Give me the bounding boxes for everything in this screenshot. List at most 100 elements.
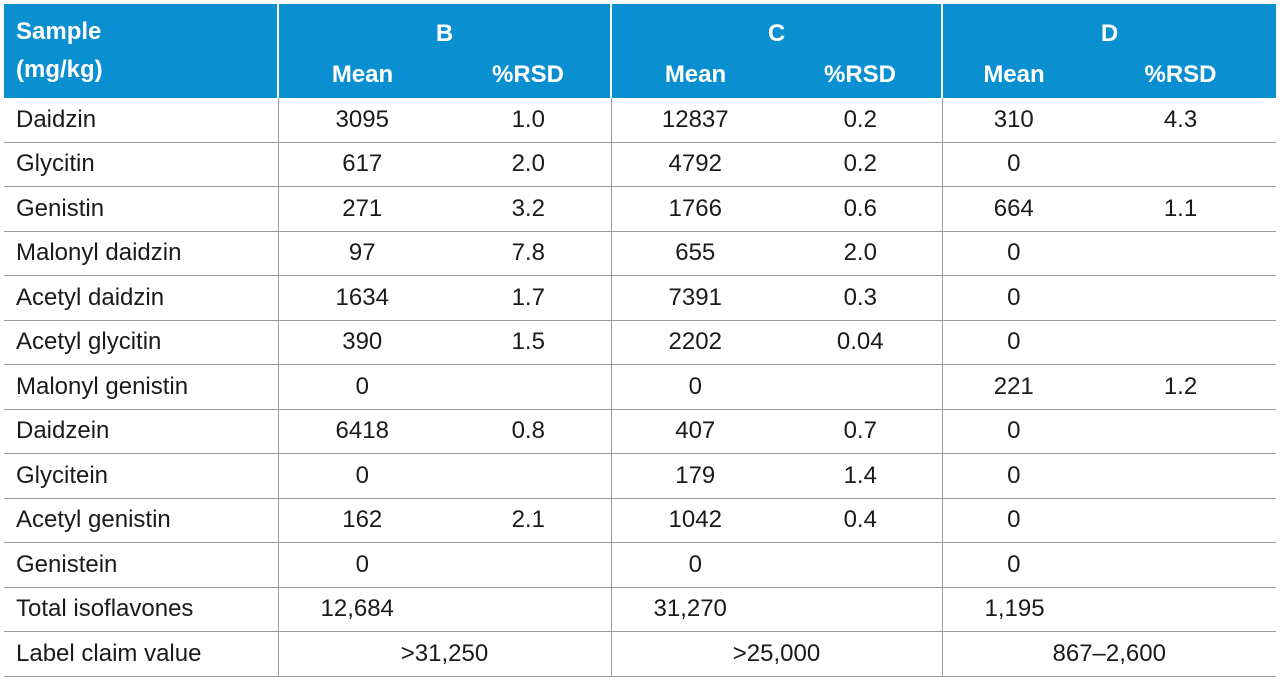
cell-d-rsd: 4.3 [1085,98,1276,143]
rsd-header-c: %RSD [779,52,943,98]
cell-d-rsd [1085,275,1276,321]
rsd-header-d: %RSD [1085,52,1276,98]
table-row: Genistein 0 0 0 [4,542,1276,588]
table-row: Glycitein 0 179 1.4 0 [4,453,1276,499]
group-header-b: B [278,4,612,52]
cell-d-mean: 0 [942,498,1085,543]
cell-b-mean: 271 [278,186,446,232]
row-label: Acetyl daidzin [4,275,279,321]
cell-b-rsd: 2.1 [446,498,612,543]
table-row: Acetyl glycitin 390 1.5 2202 0.04 0 [4,320,1276,365]
total-label: Total isoflavones [4,587,279,632]
cell-d-mean: 221 [942,364,1085,410]
cell-b-rsd [446,542,612,588]
total-b: 12,684 [278,587,612,632]
cell-b-rsd: 7.8 [446,231,612,276]
cell-c-rsd [779,542,943,588]
cell-c-mean: 655 [611,231,779,276]
cell-b-mean: 162 [278,498,446,543]
claim-c: >25,000 [611,631,943,677]
cell-c-rsd: 2.0 [779,231,943,276]
row-label: Genistin [4,186,279,232]
group-header-d: D [942,4,1276,52]
cell-c-mean: 0 [611,364,779,410]
cell-c-mean: 1766 [611,186,779,232]
cell-d-mean: 0 [942,142,1085,187]
cell-b-mean: 0 [278,542,446,588]
mean-header-b: Mean [278,52,446,98]
cell-b-rsd: 1.5 [446,320,612,365]
cell-b-mean: 1634 [278,275,446,321]
mean-header-c: Mean [611,52,779,98]
cell-c-mean: 12837 [611,98,779,143]
sample-header-line2: (mg/kg) [16,56,103,83]
table-row: Acetyl daidzin 1634 1.7 7391 0.3 0 [4,275,1276,321]
row-label: Malonyl genistin [4,364,279,410]
row-label: Glycitein [4,453,279,499]
cell-c-mean: 179 [611,453,779,499]
cell-b-rsd: 1.7 [446,275,612,321]
row-label: Malonyl daidzin [4,231,279,276]
cell-c-mean: 0 [611,542,779,588]
cell-b-mean: 390 [278,320,446,365]
claim-d: 867–2,600 [942,631,1276,677]
cell-b-rsd: 2.0 [446,142,612,187]
table-row: Malonyl genistin 0 0 221 1.2 [4,364,1276,410]
cell-d-mean: 0 [942,409,1085,454]
cell-b-rsd [446,364,612,410]
claim-row: Label claim value >31,250 >25,000 867–2,… [4,631,1276,677]
cell-b-mean: 0 [278,364,446,410]
sample-header-line1: Sample [16,18,102,45]
cell-c-rsd: 0.2 [779,142,943,187]
cell-b-mean: 3095 [278,98,446,143]
cell-d-mean: 0 [942,320,1085,365]
mean-header-d: Mean [942,52,1085,98]
cell-d-rsd [1085,320,1276,365]
table-row: Acetyl genistin 162 2.1 1042 0.4 0 [4,498,1276,543]
row-label: Acetyl genistin [4,498,279,543]
table-row: Malonyl daidzin 97 7.8 655 2.0 0 [4,231,1276,276]
cell-c-rsd: 0.3 [779,275,943,321]
row-label: Daidzein [4,409,279,454]
cell-d-rsd [1085,498,1276,543]
cell-c-mean: 4792 [611,142,779,187]
cell-d-mean: 0 [942,453,1085,499]
cell-c-rsd: 1.4 [779,453,943,499]
claim-b: >31,250 [278,631,612,677]
rsd-header-b: %RSD [446,52,612,98]
claim-label: Label claim value [4,631,279,677]
cell-b-mean: 617 [278,142,446,187]
cell-c-mean: 1042 [611,498,779,543]
cell-c-mean: 2202 [611,320,779,365]
table-body: Daidzin 3095 1.0 12837 0.2 310 4.3 Glyci… [4,98,1276,677]
cell-d-rsd [1085,453,1276,499]
table-header: Sample (mg/kg) B C D Mean %RSD Mean %RSD… [4,4,1276,98]
cell-d-mean: 0 [942,542,1085,588]
group-header-c: C [611,4,943,52]
row-label: Genistein [4,542,279,588]
cell-c-mean: 7391 [611,275,779,321]
cell-d-rsd [1085,142,1276,187]
cell-d-mean: 0 [942,231,1085,276]
total-c: 31,270 [611,587,943,632]
cell-d-rsd [1085,409,1276,454]
cell-c-rsd [779,364,943,410]
cell-c-rsd: 0.7 [779,409,943,454]
row-label: Acetyl glycitin [4,320,279,365]
cell-c-rsd: 0.04 [779,320,943,365]
total-d: 1,195 [942,587,1276,632]
isoflavone-table: Sample (mg/kg) B C D Mean %RSD Mean %RSD… [4,4,1276,677]
row-label: Daidzin [4,98,279,143]
table-row: Glycitin 617 2.0 4792 0.2 0 [4,142,1276,187]
sample-header: Sample (mg/kg) [4,4,279,98]
cell-c-rsd: 0.2 [779,98,943,143]
cell-c-rsd: 0.6 [779,186,943,232]
cell-b-mean: 97 [278,231,446,276]
row-label: Glycitin [4,142,279,187]
cell-b-rsd: 3.2 [446,186,612,232]
cell-b-mean: 0 [278,453,446,499]
cell-d-rsd: 1.2 [1085,364,1276,410]
cell-d-mean: 664 [942,186,1085,232]
cell-b-rsd [446,453,612,499]
cell-b-mean: 6418 [278,409,446,454]
